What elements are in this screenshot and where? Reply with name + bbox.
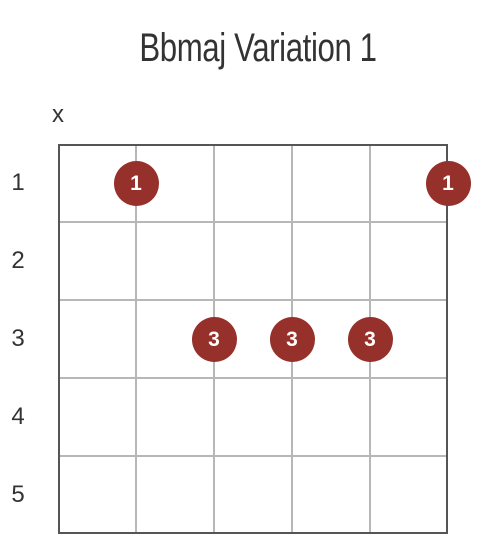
- fret-number: 2: [11, 247, 25, 274]
- string-line: [135, 146, 137, 532]
- fret-number: 5: [11, 481, 25, 508]
- fret-number: 4: [11, 403, 25, 430]
- fret-line: [60, 377, 446, 379]
- fret-line: [60, 455, 446, 457]
- fret-line: [60, 299, 446, 301]
- fret-line: [60, 221, 446, 223]
- muted-string-marker: x: [52, 101, 64, 128]
- finger-dot: 3: [347, 316, 393, 362]
- finger-dot: 3: [191, 316, 237, 362]
- finger-dot: 3: [269, 316, 315, 362]
- fret-number: 3: [11, 325, 25, 352]
- finger-dot: 1: [113, 160, 159, 206]
- finger-dot: 1: [425, 160, 471, 206]
- chord-title: Bbmaj Variation 1: [139, 26, 377, 70]
- fret-number: 1: [11, 169, 25, 196]
